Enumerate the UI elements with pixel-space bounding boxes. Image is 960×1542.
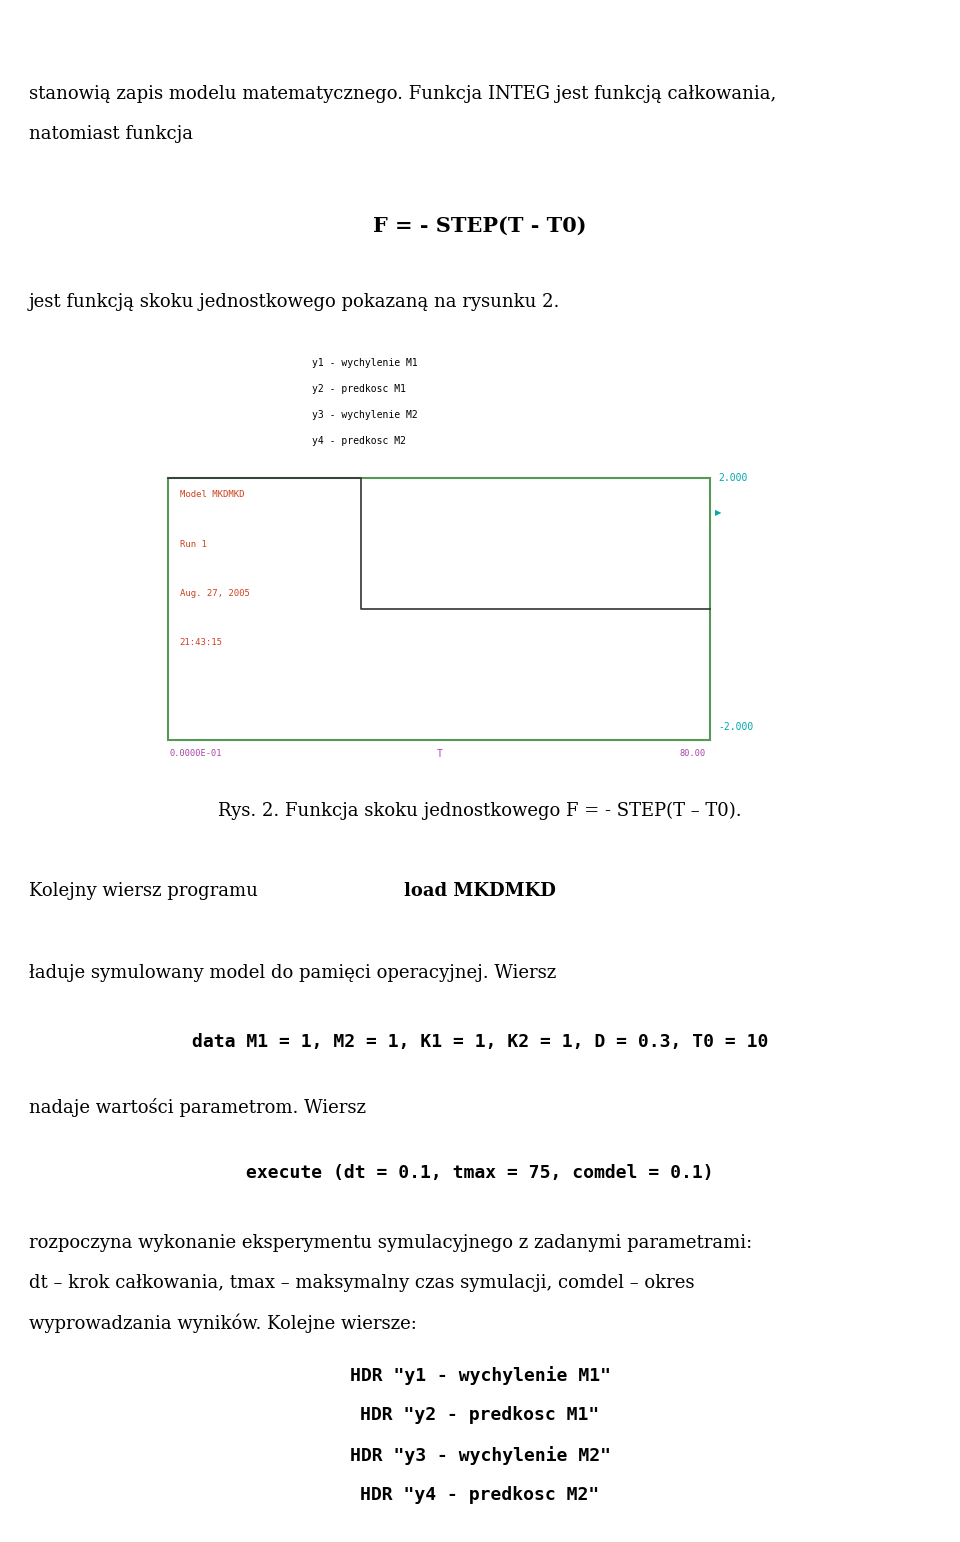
Text: data M1 = 1, M2 = 1, K1 = 1, K2 = 1, D = 0.3, T0 = 10: data M1 = 1, M2 = 1, K1 = 1, K2 = 1, D =… xyxy=(192,1033,768,1052)
Text: 80.00: 80.00 xyxy=(680,749,706,759)
Text: load MKDMKD: load MKDMKD xyxy=(404,882,556,901)
Bar xyxy=(168,478,710,740)
Text: ▶: ▶ xyxy=(715,509,722,517)
Text: 21:43:15: 21:43:15 xyxy=(180,638,223,648)
Text: 0.0000E-01: 0.0000E-01 xyxy=(170,749,223,759)
Text: HDR "y2 - predkosc M1": HDR "y2 - predkosc M1" xyxy=(360,1406,600,1425)
Text: wyprowadzania wyników. Kolejne wiersze:: wyprowadzania wyników. Kolejne wiersze: xyxy=(29,1314,417,1334)
Text: y1 - wychylenie M1: y1 - wychylenie M1 xyxy=(312,358,418,367)
Text: dt – krok całkowania, tmax – maksymalny czas symulacji, comdel – okres: dt – krok całkowania, tmax – maksymalny … xyxy=(29,1274,694,1292)
Text: -2.000: -2.000 xyxy=(718,722,754,731)
Text: execute (dt = 0.1, tmax = 75, comdel = 0.1): execute (dt = 0.1, tmax = 75, comdel = 0… xyxy=(246,1164,714,1183)
Text: F = - STEP(T - T0): F = - STEP(T - T0) xyxy=(373,216,587,236)
Text: Model MKDMKD: Model MKDMKD xyxy=(180,490,244,500)
Text: Aug. 27, 2005: Aug. 27, 2005 xyxy=(180,589,250,598)
Text: Kolejny wiersz programu: Kolejny wiersz programu xyxy=(29,882,257,901)
Text: T: T xyxy=(436,749,443,759)
Text: Run 1: Run 1 xyxy=(180,540,206,549)
Text: jest funkcją skoku jednostkowego pokazaną na rysunku 2.: jest funkcją skoku jednostkowego pokazan… xyxy=(29,293,561,311)
Text: HDR "y3 - wychylenie M2": HDR "y3 - wychylenie M2" xyxy=(349,1446,611,1465)
Text: 2.000: 2.000 xyxy=(718,473,748,483)
Text: natomiast funkcja: natomiast funkcja xyxy=(29,125,193,143)
Text: stanowią zapis modelu matematycznego. Funkcja INTEG jest funkcją całkowania,: stanowią zapis modelu matematycznego. Fu… xyxy=(29,85,776,103)
Text: rozpoczyna wykonanie eksperymentu symulacyjnego z zadanymi parametrami:: rozpoczyna wykonanie eksperymentu symula… xyxy=(29,1234,752,1252)
Text: nadaje wartości parametrom. Wiersz: nadaje wartości parametrom. Wiersz xyxy=(29,1098,366,1116)
Text: y2 - predkosc M1: y2 - predkosc M1 xyxy=(312,384,406,393)
Text: y3 - wychylenie M2: y3 - wychylenie M2 xyxy=(312,410,418,419)
Text: ładuje symulowany model do pamięci operacyjnej. Wiersz: ładuje symulowany model do pamięci opera… xyxy=(29,964,556,982)
Text: Rys. 2. Funkcja skoku jednostkowego F = - STEP(T – T0).: Rys. 2. Funkcja skoku jednostkowego F = … xyxy=(218,802,742,820)
Text: HDR "y1 - wychylenie M1": HDR "y1 - wychylenie M1" xyxy=(349,1366,611,1385)
Text: HDR "y4 - predkosc M2": HDR "y4 - predkosc M2" xyxy=(360,1486,600,1505)
Text: y4 - predkosc M2: y4 - predkosc M2 xyxy=(312,436,406,446)
